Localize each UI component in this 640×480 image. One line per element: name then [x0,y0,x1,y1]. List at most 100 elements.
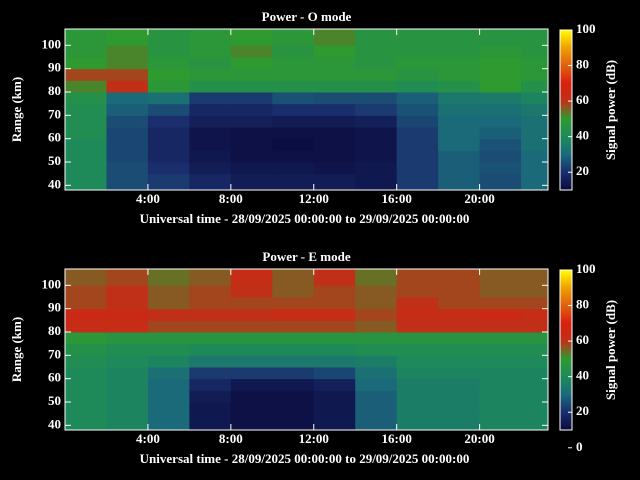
heat-cell [189,308,232,321]
heat-cell [396,29,439,46]
heat-cell [521,343,549,356]
heat-cell [355,103,398,116]
heat-cell [65,45,107,58]
heat-cell [189,402,232,415]
heat-cell [396,162,439,175]
colorbar-tick-label: 100 [576,261,596,276]
heat-cell [479,173,522,191]
heat-cell [272,413,315,431]
heat-cell [479,390,522,403]
heat-cell [147,115,190,128]
heat-cell [189,173,232,191]
heat-cell [355,68,398,81]
heat-cell [230,92,273,105]
heat-cell [313,308,356,321]
heat-cell [147,343,190,356]
colorbar-tick-label: 0 [576,439,583,454]
heat-cell [355,320,398,333]
heat-cell [230,269,273,286]
heat-cell [355,173,398,191]
heat-cell [106,343,149,356]
heat-cell [147,127,190,140]
heat-cell [521,355,549,368]
heat-cell [313,332,356,345]
heat-cell [521,68,549,81]
heat-cell [65,103,107,116]
heat-cell [313,378,356,391]
colorbar-label: Signal power (dB) [603,300,618,400]
heat-cell [396,367,439,380]
heat-cell [521,173,549,191]
heat-cell [521,162,549,175]
heat-cell [230,320,273,333]
heat-cell [106,45,149,58]
heat-cell [396,115,439,128]
heat-cell [230,29,273,46]
heat-cell [355,308,398,321]
heat-cell [65,413,107,431]
heat-cell [230,378,273,391]
heat-cell [396,343,439,356]
heat-cell [65,162,107,175]
heat-cell [438,390,481,403]
heat-cell [355,57,398,70]
heat-cell [106,390,149,403]
heat-cell [396,57,439,70]
heat-cell [272,402,315,415]
colorbar [559,29,573,191]
heat-cell [355,45,398,58]
heat-cell [189,103,232,116]
heat-cell [313,285,356,298]
heat-cell [230,402,273,415]
heat-cell [230,45,273,58]
heat-cell [230,308,273,321]
heat-cell [106,297,149,310]
heat-cell [313,127,356,140]
heat-cell [65,138,107,151]
heat-cell [65,269,107,286]
heat-cell [189,297,232,310]
heat-cell [65,355,107,368]
heat-cell [230,80,273,93]
heat-cell [147,162,190,175]
colorbar-tick-label: 60 [576,92,589,107]
x-axis-label: Universal time - 28/09/2025 00:00:00 to … [140,451,470,466]
heat-cell [479,343,522,356]
heat-cell [189,57,232,70]
heat-cell [272,343,315,356]
heat-cell [272,150,315,163]
heat-cell [65,320,107,333]
heat-cell [521,150,549,163]
heat-cell [65,150,107,163]
heat-cell [355,378,398,391]
heat-cell [355,29,398,46]
heat-cell [521,103,549,116]
heat-cell [313,173,356,191]
heat-cell [230,138,273,151]
heat-cell [147,68,190,81]
heat-cell [355,297,398,310]
heat-cell [438,367,481,380]
heat-cell [189,29,232,46]
heat-cell [106,285,149,298]
heat-cell [396,173,439,191]
heat-cell [479,285,522,298]
heat-cell [230,103,273,116]
heat-cell [272,92,315,105]
heat-cell [272,68,315,81]
heat-cell [438,308,481,321]
heat-cell [355,355,398,368]
x-tick-label: 4:00 [136,191,160,206]
y-tick-label: 70 [48,106,61,121]
heat-cell [230,127,273,140]
heat-cell [438,29,481,46]
heat-cell [65,343,107,356]
heat-cell [521,402,549,415]
heat-cell [396,332,439,345]
heat-cell [521,138,549,151]
y-tick-label: 50 [48,393,61,408]
heat-cell [479,378,522,391]
colorbar-tick-label: 80 [576,57,589,72]
heat-cell [521,269,549,286]
heat-cell [396,80,439,93]
